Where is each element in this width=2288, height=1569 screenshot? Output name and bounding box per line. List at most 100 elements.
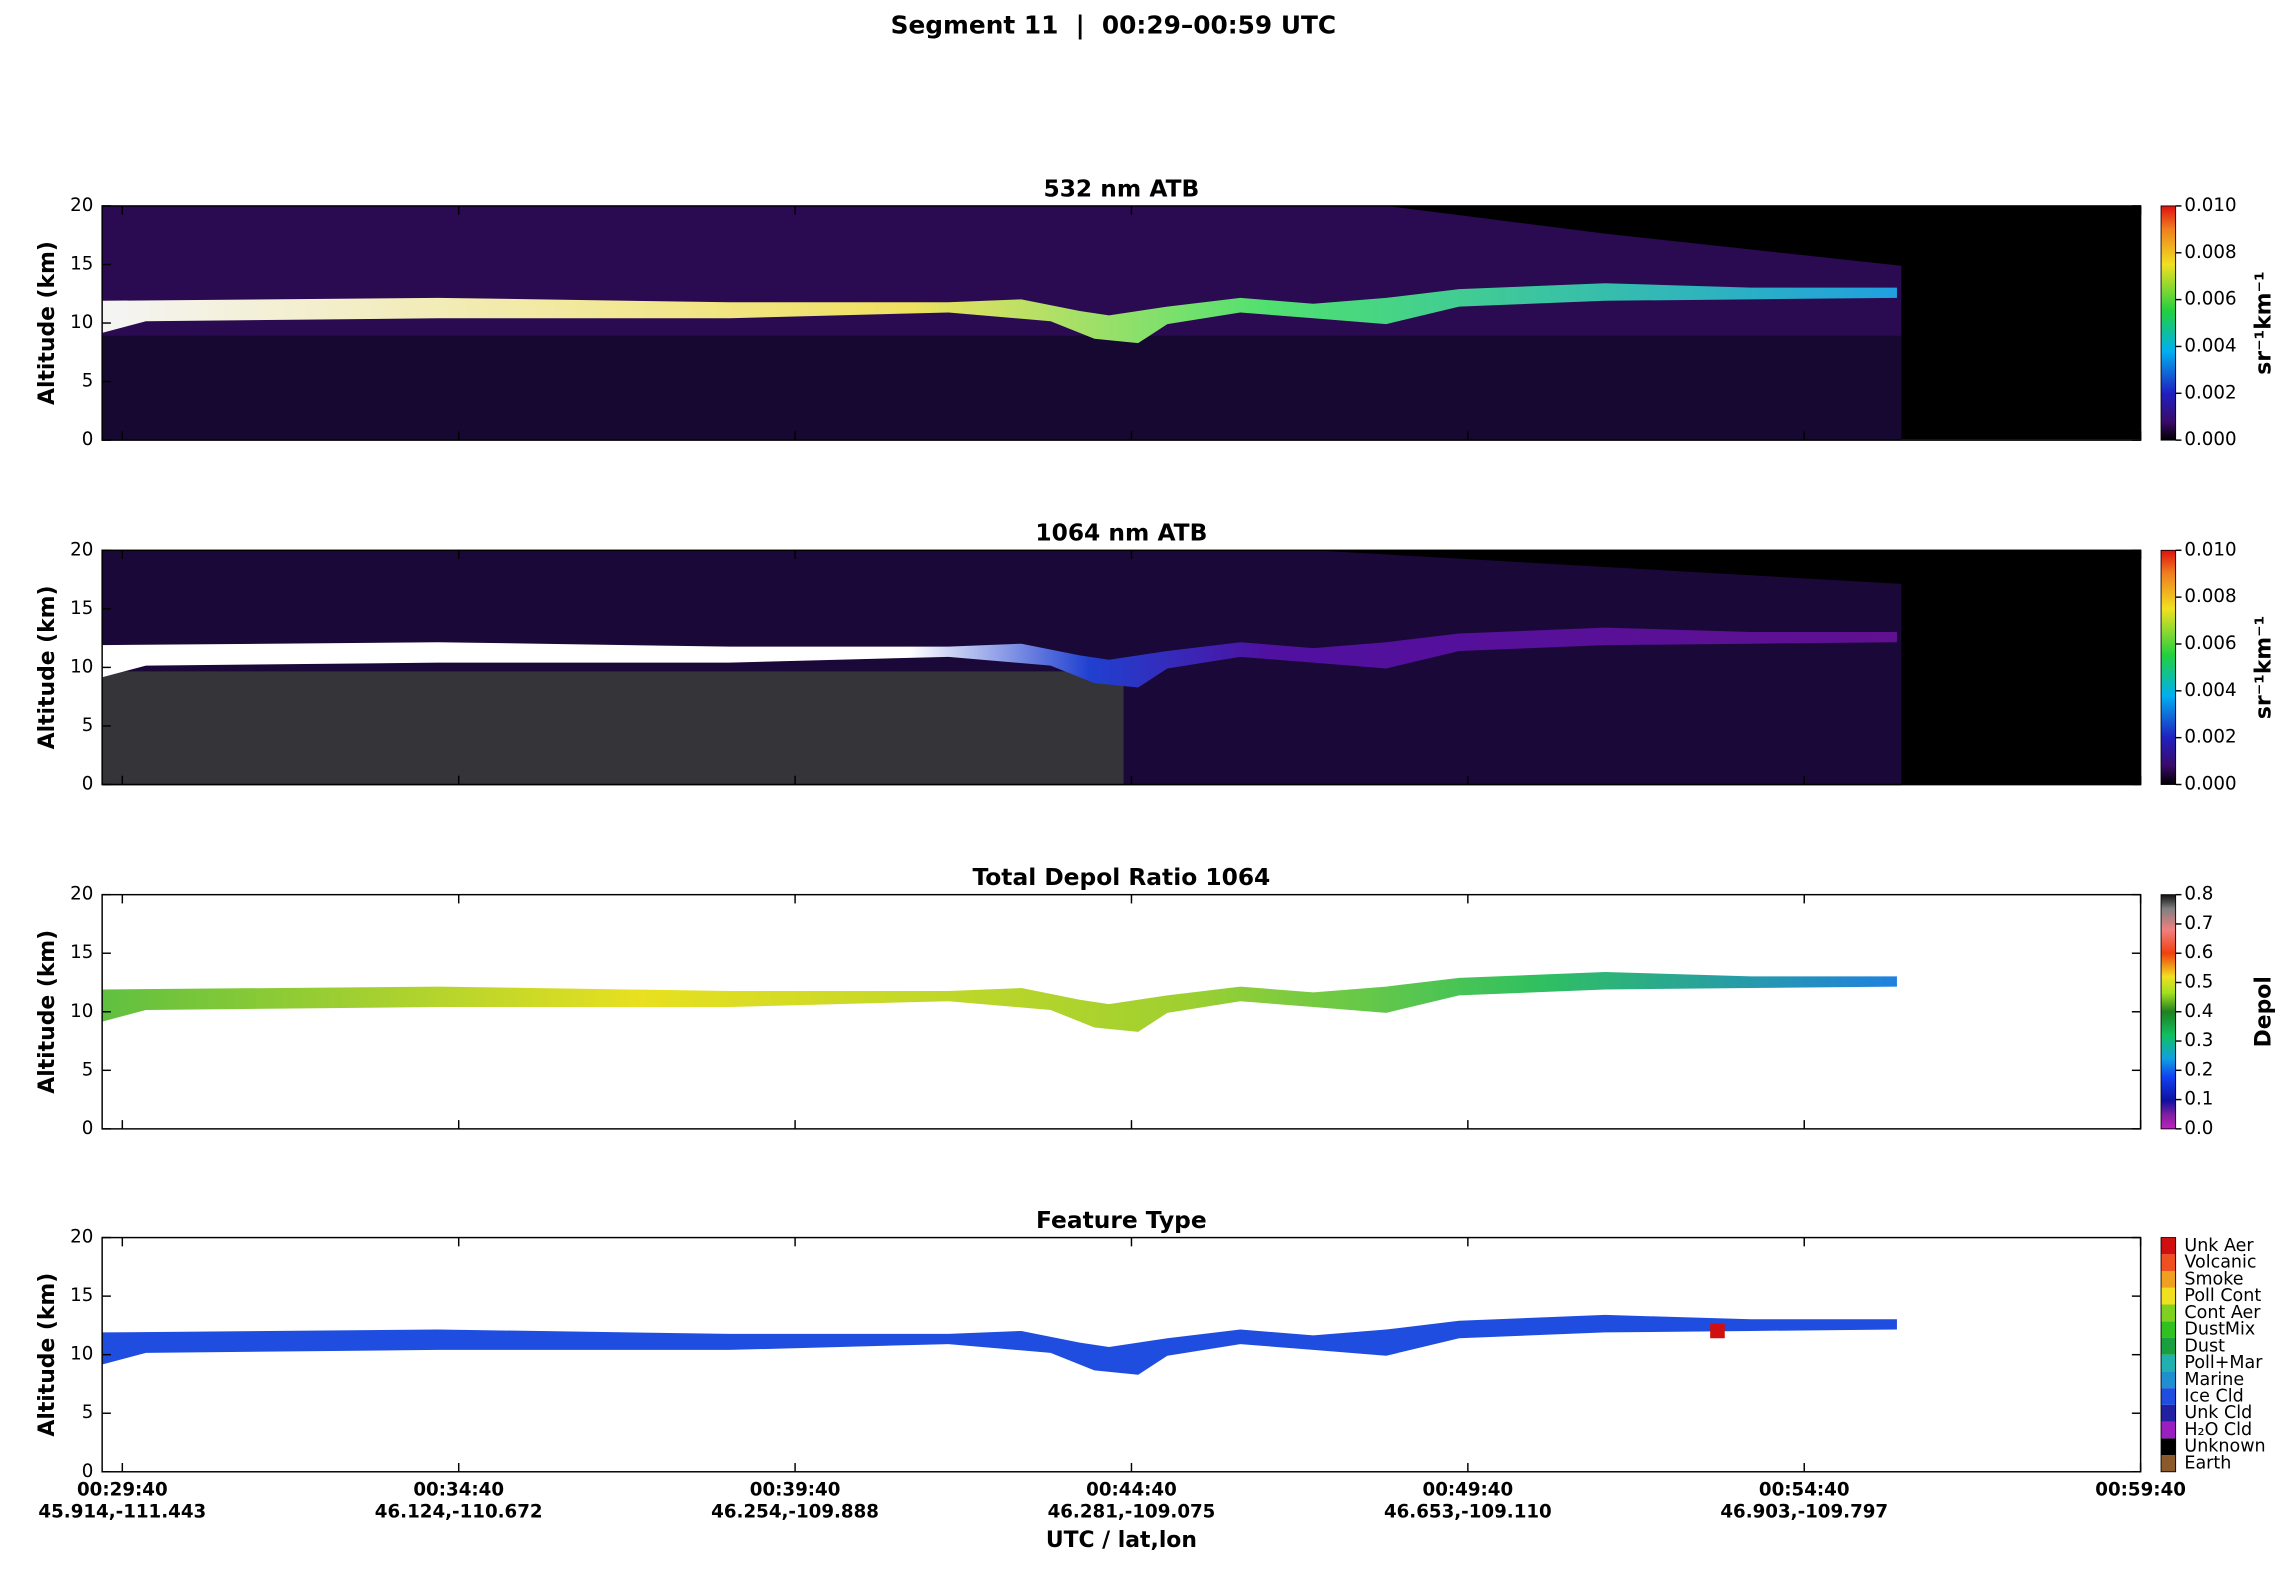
colorbar-swatch (2161, 1254, 2176, 1272)
colorbar-category: Unknown (2184, 1437, 2265, 1457)
x-tick-label: 00:44:40 (1086, 1480, 1177, 1501)
colorbar-label: sr⁻¹km⁻¹ (2252, 271, 2277, 374)
y-tick-label: 15 (70, 253, 93, 274)
colorbar-tick-label: 0.010 (2184, 195, 2236, 216)
colorbar-tick-label: 0.004 (2184, 335, 2236, 356)
y-tick-label: 5 (82, 1402, 94, 1423)
x-tick-label: 00:39:40 (750, 1480, 841, 1501)
y-axis-label: Altitude (km) (35, 585, 60, 749)
y-tick-label: 15 (70, 942, 93, 963)
colorbar-tick-label: 0.5 (2184, 971, 2213, 992)
y-tick-label: 20 (70, 884, 93, 905)
colorbar-swatch (2161, 1455, 2176, 1472)
panel-title: 532 nm ATB (1043, 174, 1199, 202)
x-tick-label: 00:29:40 (77, 1480, 168, 1501)
x-tick-latlon: 46.124,-110.672 (375, 1502, 543, 1523)
y-tick-label: 5 (82, 1059, 94, 1080)
colorbar-tick-label: 0.006 (2184, 633, 2236, 654)
colorbar-tick-label: 0.006 (2184, 289, 2236, 310)
colorbar-swatch (2161, 1438, 2176, 1456)
colorbar (2160, 205, 2177, 441)
colorbar-tick-label: 0.008 (2184, 586, 2236, 607)
colorbar-category: H₂O Cld (2184, 1420, 2252, 1440)
x-tick-latlon: 46.653,-109.110 (1384, 1502, 1552, 1523)
colorbar-tick-label: 0.4 (2184, 1001, 2213, 1022)
figure-title: Segment 11 | 00:29–00:59 UTC (891, 10, 1336, 39)
colorbar-tick-label: 0.000 (2184, 773, 2236, 794)
y-tick-label: 10 (70, 656, 93, 677)
x-tick-latlon: 46.254,-109.888 (711, 1502, 879, 1523)
colorbar-frame (2160, 1237, 2177, 1473)
colorbar-category: Ice Cld (2184, 1386, 2243, 1406)
y-tick-label: 20 (70, 539, 93, 560)
colorbar (2160, 549, 2177, 785)
y-tick-label: 0 (82, 1461, 94, 1482)
colorbar-swatch (2161, 1287, 2176, 1305)
x-tick-label: 00:59:40 (2095, 1480, 2186, 1501)
colorbar-label: sr⁻¹km⁻¹ (2252, 616, 2277, 719)
colorbar-swatch (2161, 1237, 2176, 1255)
colorbar-category: Poll+Mar (2184, 1353, 2263, 1373)
curtain-imagery (102, 205, 2141, 1375)
y-tick-label: 10 (70, 312, 93, 333)
y-axis-label: Altitude (km) (35, 1273, 60, 1437)
colorbar-swatch (2161, 1421, 2176, 1439)
colorbar-tick-label: 0.6 (2184, 942, 2213, 963)
colorbar-label: Depol (2252, 976, 2277, 1047)
y-axis-label: Altitude (km) (35, 241, 60, 405)
y-tick-label: 10 (70, 1344, 93, 1365)
colorbar-category: Smoke (2184, 1269, 2243, 1289)
colorbar-tick-label: 0.8 (2184, 884, 2213, 905)
panel-title: Feature Type (1036, 1206, 1207, 1234)
colorbar-tick-label: 0.2 (2184, 1059, 2213, 1080)
panel-title: Total Depol Ratio 1064 (972, 863, 1270, 891)
y-tick-label: 0 (82, 1118, 94, 1139)
colorbar-tick-label: 0.000 (2184, 429, 2236, 450)
x-tick-latlon: 45.914,-111.443 (38, 1502, 206, 1523)
x-tick-latlon: 46.281,-109.075 (1048, 1502, 1216, 1523)
y-tick-label: 0 (82, 773, 94, 794)
colorbar-swatch (2161, 1354, 2176, 1372)
colorbar-swatch (2161, 1404, 2176, 1422)
y-tick-label: 5 (82, 715, 94, 736)
y-tick-label: 0 (82, 429, 94, 450)
colorbar-tick-label: 0.0 (2184, 1118, 2213, 1139)
colorbar-category: DustMix (2184, 1320, 2255, 1340)
colorbar-swatch (2161, 1388, 2176, 1405)
colorbar-tick-label: 0.1 (2184, 1089, 2213, 1110)
y-axis-label: Altitude (km) (35, 930, 60, 1094)
colorbar-tick-label: 0.008 (2184, 242, 2236, 263)
colorbar-category: Dust (2184, 1336, 2225, 1356)
panel-title: 1064 nm ATB (1035, 519, 1207, 547)
y-tick-label: 15 (70, 598, 93, 619)
x-tick-label: 00:49:40 (1423, 1480, 1514, 1501)
colorbar-category: Marine (2184, 1370, 2244, 1390)
x-tick-latlon: 46.903,-109.797 (1720, 1502, 1888, 1523)
colorbar-swatch (2161, 1337, 2176, 1355)
colorbar-swatch (2161, 1321, 2176, 1338)
colorbar-tick-label: 0.010 (2184, 539, 2236, 560)
colorbar-tick-label: 0.7 (2184, 913, 2213, 934)
colorbar-tick-label: 0.3 (2184, 1030, 2213, 1051)
y-tick-label: 20 (70, 1227, 93, 1248)
colorbar-category: Volcanic (2184, 1253, 2256, 1273)
x-tick-label: 00:34:40 (413, 1480, 504, 1501)
colorbar-swatch (2161, 1371, 2176, 1389)
colorbar-swatch (2161, 1271, 2176, 1288)
colorbar-tick-label: 0.002 (2184, 727, 2236, 748)
colorbar-category: Cont Aer (2184, 1303, 2261, 1323)
y-tick-label: 15 (70, 1285, 93, 1306)
colorbar-tick-label: 0.004 (2184, 680, 2236, 701)
x-tick-label: 00:54:40 (1759, 1480, 1850, 1501)
colorbar-tick-label: 0.002 (2184, 382, 2236, 403)
colorbar-swatch (2161, 1304, 2176, 1322)
colorbar-category: Unk Aer (2184, 1236, 2254, 1256)
y-tick-label: 20 (70, 195, 93, 216)
y-tick-label: 10 (70, 1001, 93, 1022)
y-tick-label: 5 (82, 371, 94, 392)
colorbar (2160, 894, 2177, 1130)
colorbar-category: Earth (2184, 1453, 2231, 1473)
x-axis-label: UTC / lat,lon (1046, 1528, 1197, 1553)
colorbar-category: Unk Cld (2184, 1403, 2252, 1423)
